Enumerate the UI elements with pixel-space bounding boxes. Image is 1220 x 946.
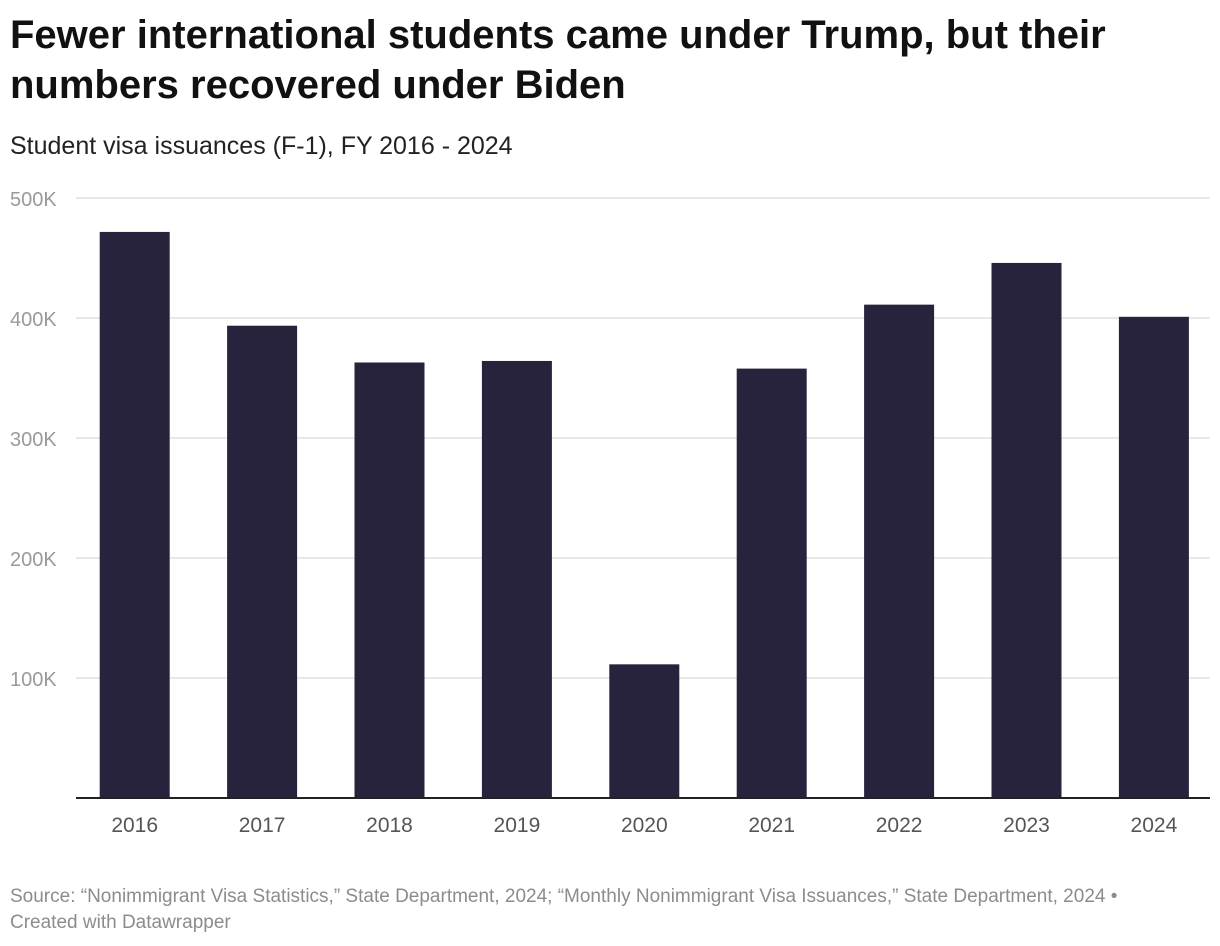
bar-2024[interactable] xyxy=(1118,316,1189,798)
y-tick-label: 300K xyxy=(10,429,57,451)
bar-2018[interactable] xyxy=(354,362,425,798)
x-tick-label: 2024 xyxy=(1131,814,1178,837)
bar-2023[interactable] xyxy=(991,262,1062,798)
bar-2021[interactable] xyxy=(736,368,807,798)
bar-2016[interactable] xyxy=(99,231,170,799)
y-axis-tick-labels: 100K 200K 300K 400K 500K xyxy=(10,189,57,691)
x-tick-label: 2018 xyxy=(366,814,413,837)
bar-2020[interactable] xyxy=(609,664,680,798)
y-tick-label: 200K xyxy=(10,549,57,571)
bar-chart: 100K 200K 300K 400K 500K 2016 2017 2018 2019 202… xyxy=(10,189,1210,837)
x-tick-label: 2019 xyxy=(494,814,541,837)
y-tick-label: 400K xyxy=(10,309,57,331)
bars xyxy=(99,231,1189,799)
bar-2017[interactable] xyxy=(227,325,298,798)
y-tick-label: 500K xyxy=(10,189,57,211)
x-tick-label: 2017 xyxy=(239,814,286,837)
chart-subtitle: Student visa issuances (F-1), FY 2016 - … xyxy=(10,132,513,160)
x-axis-tick-labels: 2016 2017 2018 2019 2020 2021 2022 2023 2024 xyxy=(111,814,1177,837)
x-tick-label: 2022 xyxy=(876,814,923,837)
chart-title: Fewer international students came under … xyxy=(10,13,1106,107)
x-tick-label: 2021 xyxy=(748,814,795,837)
bar-2019[interactable] xyxy=(481,360,552,798)
source-note: Source: “Nonimmigrant Visa Statistics,” … xyxy=(10,886,1118,933)
x-tick-label: 2016 xyxy=(111,814,158,837)
x-tick-label: 2023 xyxy=(1003,814,1050,837)
x-tick-label: 2020 xyxy=(621,814,668,837)
y-tick-label: 100K xyxy=(10,669,57,691)
bar-2022[interactable] xyxy=(864,304,935,798)
